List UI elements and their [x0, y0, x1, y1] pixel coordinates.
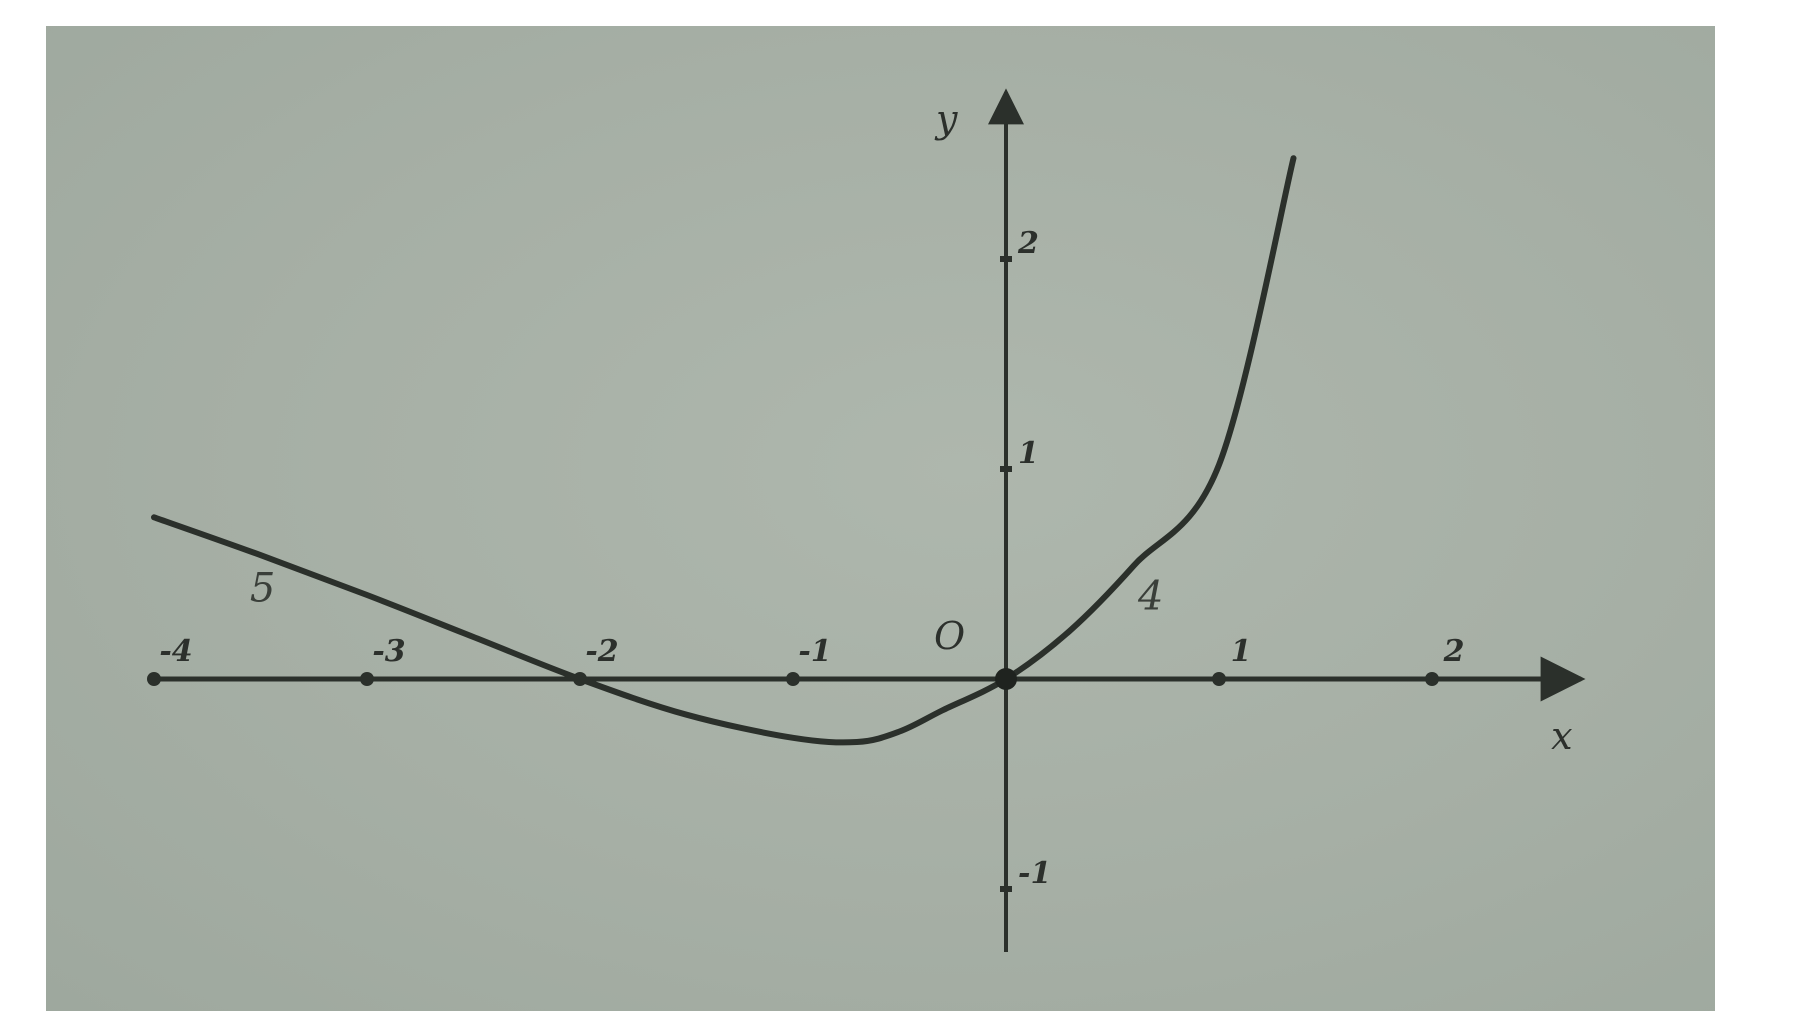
x-tick-label: 2	[1443, 634, 1465, 669]
x-axis-label: x	[1551, 714, 1572, 758]
origin-point	[995, 668, 1017, 690]
x-tick-mark	[1425, 672, 1439, 686]
curve-annotation: 4	[1137, 574, 1163, 620]
y-tick-label: -1	[1018, 856, 1051, 891]
x-tick-label: -2	[585, 634, 618, 669]
x-tick-label: -4	[159, 634, 192, 669]
x-tick-mark	[786, 672, 800, 686]
x-tick-label: -3	[372, 634, 405, 669]
x-tick-mark	[1212, 672, 1226, 686]
graph-photo: -4 -3 -2 -1 1 2 2 1 -1 x y O 5 4	[46, 26, 1715, 1011]
y-tick-label: 1	[1018, 436, 1039, 471]
origin-label: O	[934, 614, 965, 658]
x-tick-mark	[360, 672, 374, 686]
x-tick-mark	[147, 672, 161, 686]
y-tick-label: 2	[1017, 226, 1039, 261]
x-tick-label: 1	[1231, 634, 1252, 669]
function-graph: -4 -3 -2 -1 1 2 2 1 -1 x y O 5 4	[147, 88, 1586, 952]
curve-annotation: 5	[250, 565, 275, 611]
series-curve	[151, 155, 1297, 746]
y-axis-label: y	[934, 97, 958, 141]
x-tick-label: -1	[798, 634, 831, 669]
